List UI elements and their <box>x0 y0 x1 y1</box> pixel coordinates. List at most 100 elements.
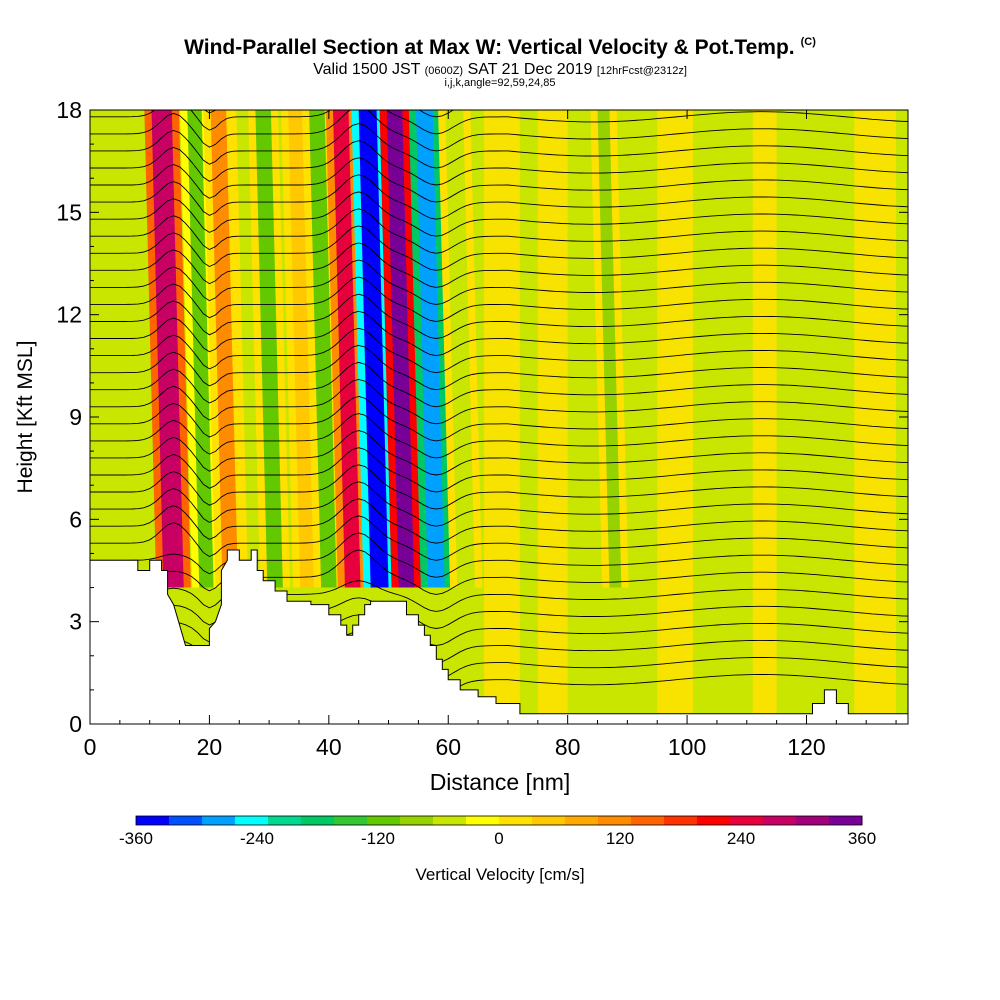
isentrope-line <box>90 110 908 135</box>
isentrope-line <box>90 413 908 459</box>
velocity-band <box>187 110 214 588</box>
copyright-mark: (C) <box>800 36 816 48</box>
velocity-band <box>151 110 184 588</box>
y-tick-label: 6 <box>69 506 82 532</box>
colorbar-tick-label: -240 <box>240 829 274 848</box>
colorbar: -360 -240 -120 0 120 240 360 <box>119 815 876 848</box>
colorbar-swatch <box>466 816 500 825</box>
velocity-wash-band <box>484 110 520 724</box>
chart-subtitle: Valid 1500 JST (0600Z) SAT 21 Dec 2019 [… <box>0 61 1000 79</box>
isentrope-line <box>90 110 908 152</box>
isentrope-line <box>90 174 908 220</box>
isentrope-line <box>90 123 908 169</box>
velocity-wash-band <box>752 110 777 724</box>
y-tick-label: 15 <box>56 199 82 225</box>
velocity-wash-band <box>657 110 694 724</box>
colorbar-swatch <box>400 816 434 825</box>
isentrope-line <box>90 225 908 271</box>
isentrope-line <box>90 140 908 186</box>
velocity-wash-band <box>854 110 897 724</box>
colorbar-swatch <box>631 816 665 825</box>
x-tick-label: 80 <box>555 734 581 760</box>
colorbar-tick-label: 120 <box>606 829 634 848</box>
colorbar-swatch <box>301 816 335 825</box>
isentrope-line <box>90 157 908 203</box>
x-tick-label: 60 <box>435 734 461 760</box>
isentrope-line <box>90 293 908 339</box>
colorbar-frame <box>135 815 863 826</box>
x-tick-label: 0 <box>84 734 97 760</box>
utc-time: (0600Z) <box>424 65 464 77</box>
velocity-band <box>358 110 389 588</box>
colorbar-swatch <box>334 816 368 825</box>
isentrope-line <box>90 464 908 510</box>
colorbar-swatch <box>796 816 830 825</box>
x-tick-label: 120 <box>787 734 825 760</box>
y-tick-label: 12 <box>56 302 82 328</box>
colorbar-swatch <box>268 816 302 825</box>
velocity-band <box>416 110 445 588</box>
forecast-tag: [12hrFcst@2312z] <box>596 65 687 77</box>
valid-prefix: Valid 1500 JST <box>313 61 421 78</box>
velocity-band <box>386 110 415 588</box>
chart-title: Wind-Parallel Section at Max W: Vertical… <box>0 36 1000 60</box>
colorbar-swatch <box>367 816 401 825</box>
colorbar-swatch <box>532 816 566 825</box>
colorbar-swatch <box>697 816 731 825</box>
x-tick-label: 40 <box>316 734 342 760</box>
grid-indices-text: i,j,k,angle=92,59,24,85 <box>444 77 556 89</box>
grid-indices: i,j,k,angle=92,59,24,85 <box>0 77 1000 89</box>
isentrope-line <box>90 327 908 374</box>
isentrope-line <box>90 379 908 425</box>
velocity-band <box>597 110 622 588</box>
valid-date: SAT 21 Dec 2019 <box>467 61 593 78</box>
isentrope-line <box>90 498 908 544</box>
colorbar-swatch <box>136 816 170 825</box>
plot-area <box>90 55 908 724</box>
y-tick-label: 3 <box>69 609 82 635</box>
isentrope-line <box>90 242 908 288</box>
isentrope-line <box>90 396 908 442</box>
x-tick-label: 20 <box>197 734 223 760</box>
chart-title-text: Wind-Parallel Section at Max W: Vertical… <box>184 36 795 59</box>
y-tick-label: 9 <box>69 404 82 430</box>
colorbar-tick-label: 240 <box>727 829 755 848</box>
isentrope-line <box>90 191 908 237</box>
isentrope-line <box>90 208 908 254</box>
velocity-band <box>288 110 316 588</box>
colorbar-swatch <box>169 816 203 825</box>
colorbar-swatch <box>202 816 236 825</box>
isentrope-line <box>90 276 908 322</box>
y-axis-label: Height [Kft MSL] <box>14 341 37 494</box>
colorbar-swatch <box>433 816 467 825</box>
colorbar-label: Vertical Velocity [cm/s] <box>415 865 584 884</box>
colorbar-tick-label: 0 <box>494 829 503 848</box>
isentrope-line <box>90 481 908 527</box>
velocity-band <box>236 110 261 588</box>
colorbar-swatch <box>499 816 533 825</box>
colorbar-swatch <box>763 816 797 825</box>
isentrope-line <box>90 344 908 391</box>
colorbar-swatch <box>664 816 698 825</box>
isentrope-line <box>90 55 908 99</box>
colorbar-swatch <box>598 816 632 825</box>
velocity-band <box>210 110 239 588</box>
y-tick-label: 18 <box>56 97 82 123</box>
isentrope-line <box>90 447 908 493</box>
isentrope-line <box>90 515 908 561</box>
velocity-band <box>333 110 361 588</box>
colorbar-tick-label: -360 <box>119 829 153 848</box>
colorbar-tick-label: 360 <box>848 829 876 848</box>
y-tick-label: 0 <box>69 711 82 737</box>
colorbar-swatch <box>730 816 764 825</box>
terrain-mask <box>90 549 908 724</box>
isentrope-line <box>90 430 908 476</box>
velocity-wash-band <box>537 110 568 724</box>
isentrope-line <box>90 310 908 357</box>
colorbar-swatch <box>235 816 269 825</box>
axes: 0 20 40 60 80 100 120 0 3 6 9 12 15 18 <box>56 97 908 760</box>
isentrope-line <box>90 361 908 408</box>
colorbar-swatch <box>829 816 863 825</box>
colorbar-swatch <box>565 816 599 825</box>
